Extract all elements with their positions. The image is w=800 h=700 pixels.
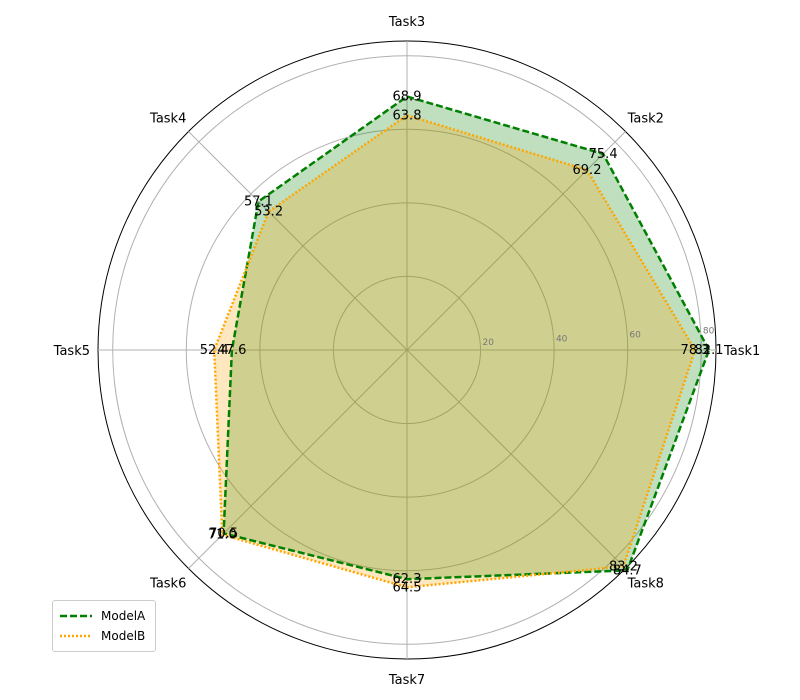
grid-spoke	[188, 131, 408, 351]
radial-tick-label: 80	[703, 327, 715, 337]
value-label-modela: 68.9	[393, 90, 422, 105]
category-label: Task5	[53, 344, 90, 359]
value-label-modelb: 64.5	[393, 580, 422, 595]
value-label-modelb: 83.2	[609, 559, 638, 574]
radial-tick-label: 40	[556, 334, 568, 344]
legend-label-modela: ModelA	[101, 609, 146, 623]
value-label-modelb: 52.4	[200, 343, 229, 358]
value-label-modela: 57.1	[244, 194, 273, 209]
category-label: Task6	[149, 577, 186, 592]
series-line-modelb	[212, 114, 697, 589]
category-label: Task4	[149, 111, 186, 126]
legend: ModelA ModelB	[52, 600, 156, 652]
radial-tick-label: 20	[482, 338, 494, 348]
series-layer	[212, 95, 711, 589]
category-label: Task7	[388, 673, 425, 688]
value-label-modela: 70.5	[209, 526, 238, 541]
series-area-modela	[223, 96, 709, 580]
label-layer: 20 40 60 80 Task1 Task2 Task3 Task4 Task5 Task6 Ta…	[53, 15, 761, 688]
value-label-modela: 84.7	[613, 563, 642, 578]
series-area-modelb	[214, 115, 695, 588]
grid-layer	[97, 40, 717, 660]
value-label-modelb: 63.8	[393, 108, 422, 123]
value-label-modelb: 78.3	[681, 343, 710, 358]
grid-spoke	[406, 131, 626, 351]
value-label-modela: 75.4	[589, 147, 618, 162]
legend-swatch-modelb	[60, 634, 92, 638]
grid-spoke	[188, 349, 408, 569]
legend-swatch-modela	[60, 614, 92, 618]
value-label-modelb: 69.2	[573, 163, 602, 178]
category-label: Task1	[723, 344, 760, 359]
legend-item-modela: ModelA	[59, 607, 145, 625]
legend-item-modelb: ModelB	[59, 627, 145, 645]
category-label: Task8	[627, 577, 664, 592]
value-label-modelb: 71.0	[208, 528, 237, 543]
value-label-modela: 82.1	[695, 343, 724, 358]
category-label: Task2	[627, 111, 664, 126]
legend-label-modelb: ModelB	[101, 629, 146, 643]
radial-tick-label: 60	[629, 330, 641, 340]
value-label-modela: 47.6	[217, 343, 246, 358]
series-line-modela	[222, 95, 711, 581]
value-label-modela: 62.3	[393, 572, 422, 587]
value-label-modelb: 53.2	[254, 205, 283, 220]
category-label: Task3	[388, 15, 425, 30]
grid-spoke	[406, 349, 626, 569]
